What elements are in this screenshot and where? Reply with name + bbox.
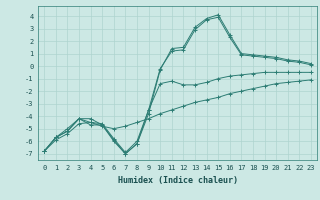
X-axis label: Humidex (Indice chaleur): Humidex (Indice chaleur)	[118, 176, 238, 185]
